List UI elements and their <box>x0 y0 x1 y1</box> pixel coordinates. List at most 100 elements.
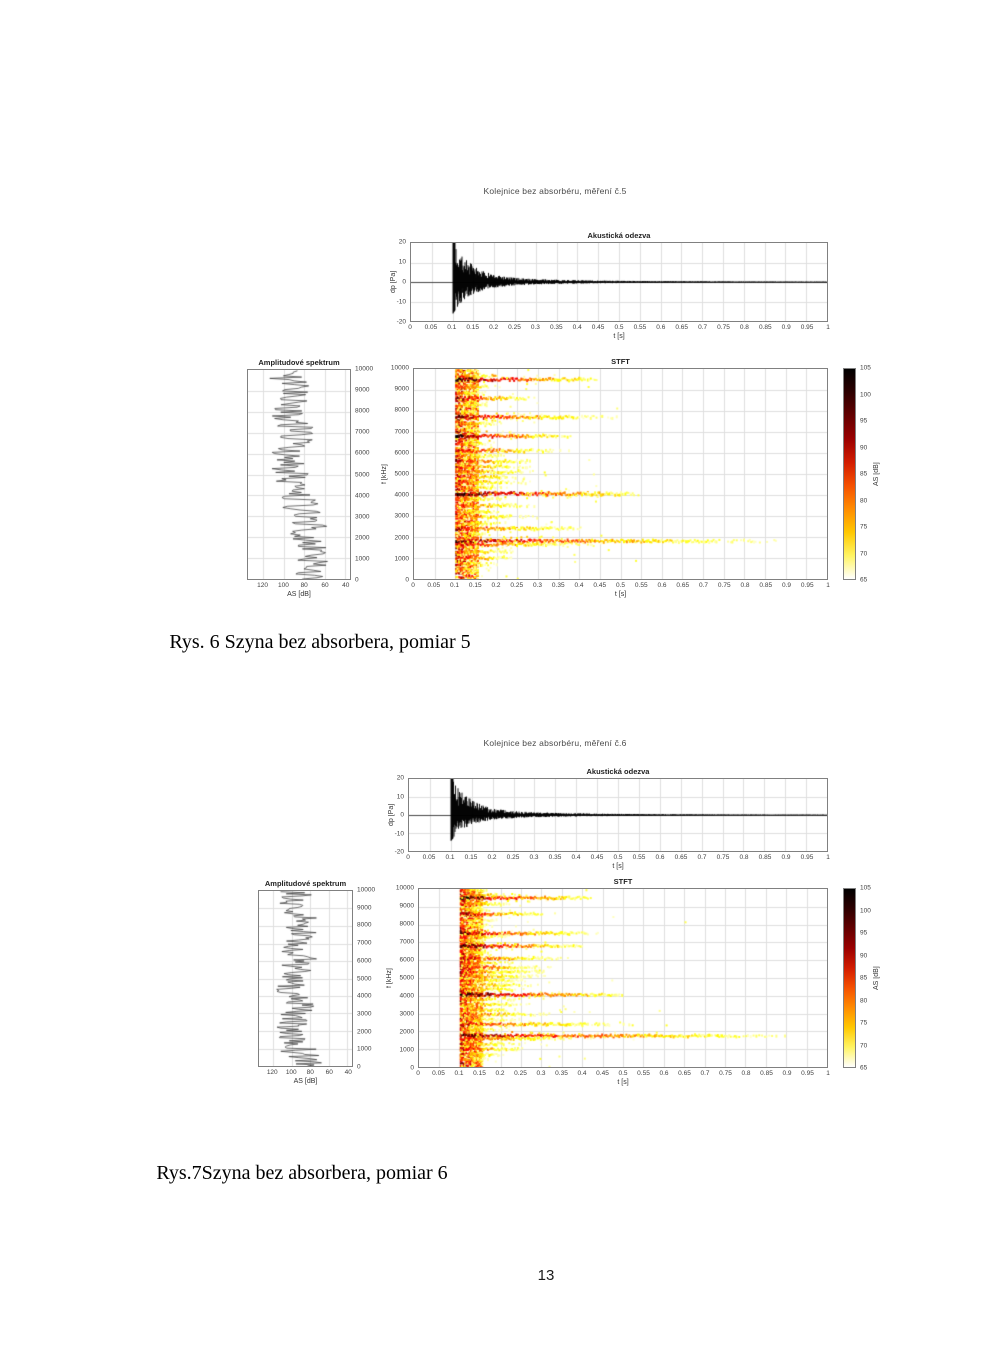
figure-window-title: Kolejnice bez absorbéru, měření č.6 <box>483 738 627 748</box>
time-tick-label: 0.75 <box>717 582 731 589</box>
time-tick-label: 0.55 <box>633 324 647 331</box>
stft-spectrogram-axes: STFT 0 0.05 0.1 0.15 0.2 0.25 0.3 0.35 0.4 0.45 0.… <box>386 877 830 1086</box>
pressure-tick-label: 0 <box>402 278 406 286</box>
time-tick-label: 0.55 <box>632 854 646 861</box>
time-tick-label: 0.75 <box>719 1070 732 1077</box>
page-number: 13 <box>537 1267 555 1284</box>
colorbar-tick-label: 105 <box>860 884 871 892</box>
pressure-y-axis-label: dp [Pa] <box>390 270 397 294</box>
time-tick-label: 0.45 <box>590 854 604 861</box>
time-tick-label: 0 <box>416 1070 420 1077</box>
time-tick-label: 0.75 <box>717 324 730 331</box>
time-tick-label: 0.45 <box>596 1070 609 1077</box>
frequency-tick-label: 5000 <box>399 974 414 982</box>
figure-7-caption: Rys.7Szyna bez absorbera, pomiar 6 <box>156 1162 448 1184</box>
time-tick-label: 0.7 <box>697 854 707 861</box>
time-tick-label: 0.9 <box>781 854 791 861</box>
colorbar-label: AS [dB] <box>873 462 880 486</box>
pressure-tick-label: 20 <box>398 238 406 246</box>
time-tick-label: 0.3 <box>532 582 543 589</box>
time-tick-label: 0.6 <box>655 854 665 861</box>
db-x-axis-label: AS [dB] <box>293 1078 318 1085</box>
db-tick-label: 120 <box>266 1069 278 1076</box>
time-tick-label: 0.4 <box>574 582 584 589</box>
frequency-tick-label: 2000 <box>357 1028 372 1036</box>
time-tick-label: 0.6 <box>657 582 667 589</box>
frequency-tick-label: 6000 <box>394 449 409 457</box>
frequency-tick-label: 10000 <box>390 364 409 372</box>
frequency-tick-label: 5000 <box>357 975 372 982</box>
colorbar-tick-label: 105 <box>860 364 871 372</box>
time-tick-label: 0.15 <box>468 582 482 589</box>
colorbar-tick-label: 95 <box>860 929 868 937</box>
frequency-tick-label: 1000 <box>399 1046 414 1054</box>
db-tick-label: 100 <box>277 582 289 589</box>
time-tick-label: 0.6 <box>656 324 666 331</box>
colorbar-tick-label: 70 <box>860 550 868 557</box>
time-tick-label: 0.05 <box>427 582 441 589</box>
frequency-tick-label: 3000 <box>355 513 370 521</box>
time-tick-label: 0.65 <box>678 1070 691 1077</box>
pressure-tick-label: -20 <box>394 848 404 856</box>
frequency-tick-label: 3000 <box>399 1010 414 1018</box>
stft-spectrogram-canvas <box>419 889 827 1067</box>
db-tick-label: 100 <box>285 1069 297 1076</box>
pressure-tick-label: 10 <box>396 793 404 800</box>
frequency-tick-label: 10000 <box>355 365 374 373</box>
pressure-y-axis-label: dp [Pa] <box>388 803 395 827</box>
db-tick-label: 60 <box>325 1069 333 1076</box>
colorbar-tick-label: 70 <box>860 1042 868 1049</box>
time-tick-label: 0.95 <box>801 1070 814 1077</box>
time-tick-label: 0.5 <box>614 324 624 331</box>
time-tick-label: 0.85 <box>758 854 772 861</box>
colorbar-gradient <box>843 368 856 580</box>
colorbar-tick-label: 80 <box>860 497 868 504</box>
frequency-tick-label: 3000 <box>357 1010 372 1018</box>
time-tick-label: 0.9 <box>781 324 791 331</box>
colorbar-tick-label: 75 <box>860 523 868 531</box>
colorbar-tick-labels: 105 100 95 90 85 80 75 70 65 <box>860 364 886 584</box>
frequency-tick-label: 9000 <box>357 904 372 912</box>
time-tick-label: 0.7 <box>698 582 709 589</box>
time-x-axis-label: t [s] <box>613 333 625 340</box>
pressure-tick-label: 20 <box>396 774 404 782</box>
frequency-tick-label: 4000 <box>355 492 370 500</box>
time-tick-label: 0.3 <box>529 854 539 861</box>
time-tick-label: 0.45 <box>591 324 605 331</box>
colorbar: 105 100 95 90 85 80 75 70 65 AS [dB] <box>843 885 880 1072</box>
colorbar-tick-label: 90 <box>860 952 868 959</box>
frequency-tick-label: 3000 <box>394 512 409 520</box>
time-tick-label: 1 <box>826 324 830 331</box>
time-tick-label: 0.3 <box>530 324 540 331</box>
time-tick-label: 0.8 <box>739 324 749 331</box>
time-tick-label: 0.1 <box>447 324 457 331</box>
time-tick-label: 0.1 <box>454 1070 464 1077</box>
time-tick-label: 0.35 <box>555 1070 568 1077</box>
frequency-y-axis-label: f [kHz] <box>386 968 393 988</box>
time-tick-label: 0.2 <box>495 1070 505 1077</box>
time-tick-label: 0.85 <box>760 1070 773 1077</box>
time-tick-label: 0.4 <box>572 324 582 331</box>
time-tick-label: 0.55 <box>634 582 648 589</box>
time-tick-label: 0.75 <box>716 854 730 861</box>
colorbar: 105 100 95 90 85 80 75 70 65 AS [dB] <box>843 365 880 584</box>
time-tick-label: 0.4 <box>571 854 581 861</box>
amplitude-spectrum-canvas <box>248 370 350 579</box>
frequency-tick-label: 9000 <box>355 386 370 394</box>
frequency-tick-label: 2000 <box>399 1028 414 1036</box>
pressure-tick-label: -10 <box>396 298 406 306</box>
matlab-figure-measurement-6: Kolejnice bez absorbéru, měření č.6 Akus… <box>225 730 905 1180</box>
time-x-axis-label: t [s] <box>612 863 624 870</box>
amplitude-spectrum-title: Amplitudové spektrum <box>264 879 347 888</box>
colorbar-tick-label: 100 <box>860 391 871 398</box>
time-tick-label: 0.35 <box>549 324 563 331</box>
colorbar-tick-label: 75 <box>860 1019 868 1027</box>
frequency-tick-label: 0 <box>410 1064 414 1072</box>
time-tick-label: 0.15 <box>466 324 480 331</box>
time-tick-label: 0.5 <box>615 582 626 589</box>
db-tick-label: 80 <box>306 1069 314 1076</box>
time-tick-label: 0.3 <box>536 1070 546 1077</box>
colorbar-tick-label: 80 <box>860 997 868 1004</box>
time-tick-label: 1 <box>826 1070 830 1077</box>
